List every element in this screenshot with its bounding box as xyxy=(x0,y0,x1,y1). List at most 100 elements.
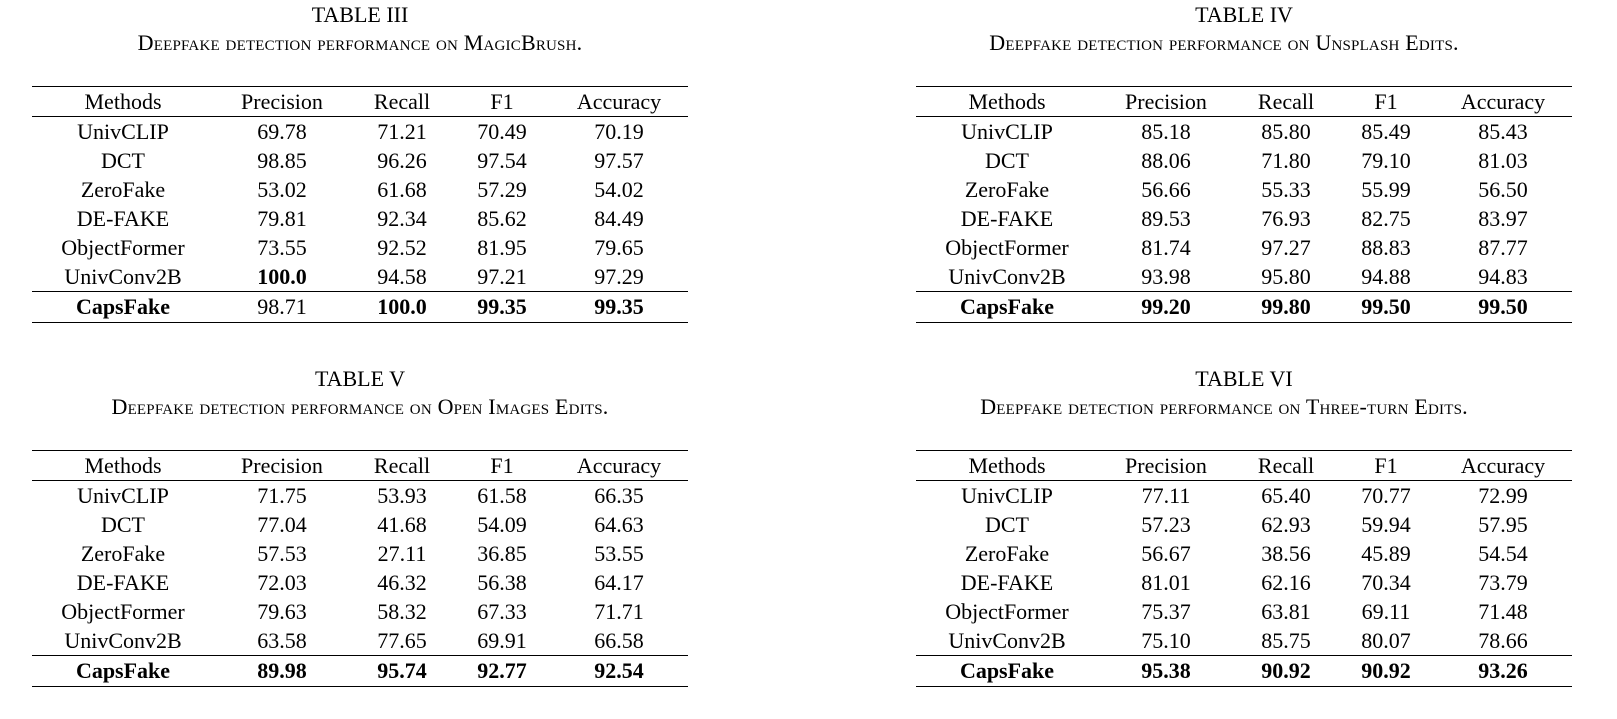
recall-cell: 77.65 xyxy=(377,628,427,653)
method-cell: DE-FAKE xyxy=(76,570,170,595)
precision-cell: 100.0 xyxy=(257,264,307,289)
best-method-row: CapsFake 95.38 90.92 90.92 93.26 xyxy=(916,655,1572,687)
recall-cell: 85.80 xyxy=(1261,119,1311,144)
col-header-recall: Recall xyxy=(1257,453,1315,478)
table-row: ZeroFake 56.67 38.56 45.89 54.54 xyxy=(916,539,1572,568)
col-header-precision: Precision xyxy=(1125,89,1207,114)
precision-cell: 81.01 xyxy=(1141,570,1191,595)
recall-cell: 58.32 xyxy=(377,599,427,624)
accuracy-cell: 92.54 xyxy=(594,658,644,683)
method-cell: CapsFake xyxy=(75,658,171,683)
method-cell: DE-FAKE xyxy=(76,206,170,231)
table-row: DCT 57.23 62.93 59.94 57.95 xyxy=(916,510,1572,539)
method-cell: CapsFake xyxy=(959,658,1055,683)
accuracy-cell: 72.99 xyxy=(1478,483,1528,508)
method-cell: ObjectFormer xyxy=(61,235,185,260)
precision-cell: 72.03 xyxy=(257,570,307,595)
col-header-accuracy: Accuracy xyxy=(1460,453,1546,478)
accuracy-cell: 66.35 xyxy=(594,483,644,508)
accuracy-cell: 78.66 xyxy=(1478,628,1528,653)
accuracy-cell: 71.48 xyxy=(1478,599,1528,624)
col-header-methods: Methods xyxy=(968,453,1046,478)
f1-cell: 56.38 xyxy=(477,570,527,595)
method-cell: ObjectFormer xyxy=(945,599,1069,624)
precision-cell: 95.38 xyxy=(1141,658,1191,683)
method-cell: ZeroFake xyxy=(80,541,166,566)
accuracy-cell: 54.02 xyxy=(594,177,644,202)
method-cell: ZeroFake xyxy=(964,177,1050,202)
precision-cell: 88.06 xyxy=(1141,148,1191,173)
method-cell: CapsFake xyxy=(75,294,171,319)
f1-cell: 97.21 xyxy=(477,264,527,289)
recall-cell: 38.56 xyxy=(1261,541,1311,566)
precision-cell: 98.71 xyxy=(257,294,307,319)
method-cell: UnivConv2B xyxy=(948,264,1066,289)
accuracy-cell: 94.83 xyxy=(1478,264,1528,289)
precision-cell: 93.98 xyxy=(1141,264,1191,289)
precision-cell: 71.75 xyxy=(257,483,307,508)
table-caption: Deepfake detection performance on Open I… xyxy=(111,394,609,419)
table-v-block: TABLE V Deepfake detection performance o… xyxy=(0,366,730,687)
col-header-accuracy: Accuracy xyxy=(576,453,662,478)
recall-cell: 92.52 xyxy=(377,235,427,260)
table-row: UnivCLIP 71.75 53.93 61.58 66.35 xyxy=(32,481,688,511)
precision-cell: 57.53 xyxy=(257,541,307,566)
table-row: ZeroFake 56.66 55.33 55.99 56.50 xyxy=(916,175,1572,204)
accuracy-cell: 87.77 xyxy=(1478,235,1528,260)
recall-cell: 62.16 xyxy=(1261,570,1311,595)
table-row: UnivConv2B 100.0 94.58 97.21 97.29 xyxy=(32,262,688,292)
f1-cell: 99.35 xyxy=(477,294,527,319)
precision-cell: 81.74 xyxy=(1141,235,1191,260)
table-iv-block: TABLE IV Deepfake detection performance … xyxy=(884,2,1614,323)
col-header-accuracy: Accuracy xyxy=(1460,89,1546,114)
table-row: DE-FAKE 79.81 92.34 85.62 84.49 xyxy=(32,204,688,233)
accuracy-cell: 53.55 xyxy=(594,541,644,566)
accuracy-cell: 97.57 xyxy=(594,148,644,173)
precision-cell: 63.58 xyxy=(257,628,307,653)
table-iii-block: TABLE III Deepfake detection performance… xyxy=(0,2,730,323)
table-label: TABLE VI xyxy=(1195,366,1293,391)
col-header-precision: Precision xyxy=(241,89,323,114)
col-header-recall: Recall xyxy=(373,453,431,478)
accuracy-cell: 64.63 xyxy=(594,512,644,537)
precision-cell: 53.02 xyxy=(257,177,307,202)
table-row: UnivCLIP 77.11 65.40 70.77 72.99 xyxy=(916,481,1572,511)
table-row: UnivConv2B 75.10 85.75 80.07 78.66 xyxy=(916,626,1572,656)
col-header-f1: F1 xyxy=(490,453,514,478)
precision-cell: 75.37 xyxy=(1141,599,1191,624)
header-row: Methods Precision Recall F1 Accuracy xyxy=(32,450,688,481)
accuracy-cell: 66.58 xyxy=(594,628,644,653)
recall-cell: 62.93 xyxy=(1261,512,1311,537)
f1-cell: 82.75 xyxy=(1361,206,1411,231)
f1-cell: 59.94 xyxy=(1361,512,1411,537)
table-row: ObjectFormer 75.37 63.81 69.11 71.48 xyxy=(916,597,1572,626)
results-table: Methods Precision Recall F1 Accuracy Uni… xyxy=(916,450,1572,687)
method-cell: DE-FAKE xyxy=(960,206,1054,231)
col-header-methods: Methods xyxy=(84,89,162,114)
table-row: ObjectFormer 79.63 58.32 67.33 71.71 xyxy=(32,597,688,626)
header-row: Methods Precision Recall F1 Accuracy xyxy=(916,86,1572,117)
precision-cell: 89.98 xyxy=(257,658,307,683)
col-header-recall: Recall xyxy=(373,89,431,114)
f1-cell: 79.10 xyxy=(1361,148,1411,173)
table-vi-block: TABLE VI Deepfake detection performance … xyxy=(884,366,1614,687)
method-cell: UnivCLIP xyxy=(961,483,1053,508)
precision-cell: 73.55 xyxy=(257,235,307,260)
f1-cell: 67.33 xyxy=(477,599,527,624)
accuracy-cell: 81.03 xyxy=(1478,148,1528,173)
accuracy-cell: 70.19 xyxy=(594,119,644,144)
method-cell: UnivCLIP xyxy=(961,119,1053,144)
col-header-accuracy: Accuracy xyxy=(576,89,662,114)
results-table: Methods Precision Recall F1 Accuracy Uni… xyxy=(916,86,1572,323)
f1-cell: 88.83 xyxy=(1361,235,1411,260)
f1-cell: 61.58 xyxy=(477,483,527,508)
table-row: DE-FAKE 81.01 62.16 70.34 73.79 xyxy=(916,568,1572,597)
table-label: TABLE III xyxy=(311,2,409,27)
f1-cell: 81.95 xyxy=(477,235,527,260)
header-row: Methods Precision Recall F1 Accuracy xyxy=(916,450,1572,481)
method-cell: DCT xyxy=(985,148,1029,173)
recall-cell: 61.68 xyxy=(377,177,427,202)
accuracy-cell: 99.50 xyxy=(1478,294,1528,319)
precision-cell: 69.78 xyxy=(257,119,307,144)
f1-cell: 45.89 xyxy=(1361,541,1411,566)
